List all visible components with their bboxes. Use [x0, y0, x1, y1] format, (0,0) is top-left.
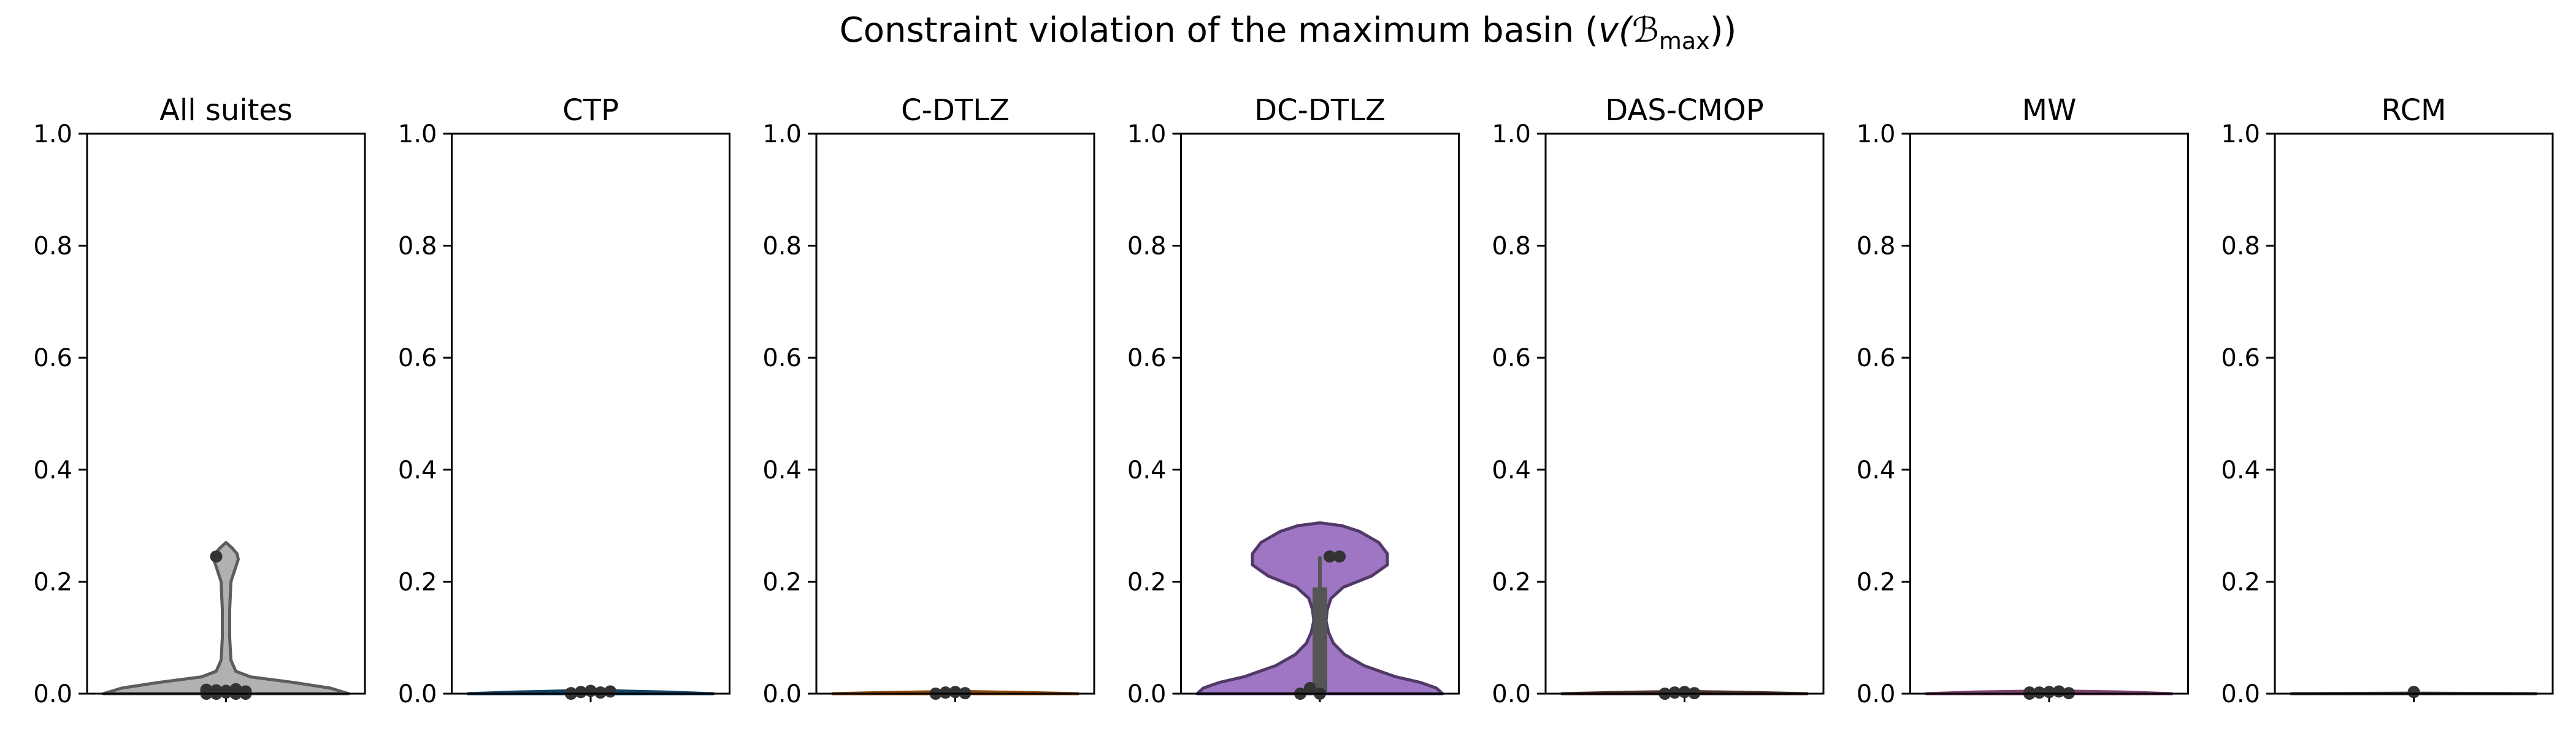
- y-tick-label: 0.2: [398, 568, 437, 596]
- y-tick-label: 0.0: [1127, 680, 1167, 708]
- panel-title: RCM: [2382, 93, 2447, 128]
- y-tick-label: 0.2: [1857, 568, 1896, 596]
- data-point: [2033, 686, 2045, 699]
- y-tick-label: 0.0: [1857, 680, 1896, 708]
- y-tick-label: 1.0: [1857, 120, 1896, 148]
- y-tick-label: 0.8: [1492, 232, 1531, 261]
- data-point: [1304, 681, 1316, 694]
- data-point: [2043, 686, 2055, 699]
- y-tick-label: 0.2: [1127, 568, 1167, 596]
- y-tick-label: 0.4: [2221, 456, 2260, 485]
- y-tick-label: 1.0: [2221, 120, 2260, 148]
- data-point: [1668, 686, 1681, 699]
- data-point: [2023, 686, 2036, 699]
- panel-frame: [451, 132, 730, 695]
- panel-3: DC-DTLZ 0.0 0.2 0.4 0.6 0.8 1.0: [1127, 93, 1460, 708]
- panel-5: MW 0.0 0.2 0.4 0.6 0.8 1.0: [1857, 93, 2189, 708]
- y-tick-label: 0.0: [33, 680, 72, 708]
- y-tick-label: 0.8: [2221, 232, 2260, 261]
- y-tick-label: 0.6: [762, 344, 802, 372]
- y-tick-label: 1.0: [762, 120, 802, 148]
- data-point: [210, 550, 223, 563]
- y-tick-label: 0.0: [2221, 680, 2260, 708]
- y-tick-label: 1.0: [1492, 120, 1531, 148]
- y-tick-label: 0.2: [2221, 568, 2260, 596]
- data-point: [220, 686, 232, 699]
- data-point: [239, 685, 252, 698]
- y-tick-label: 0.6: [2221, 344, 2260, 372]
- panel-frame: [86, 132, 366, 695]
- y-tick-label: 0.0: [398, 680, 437, 708]
- panel-frame: [1909, 132, 2189, 695]
- y-tick-label: 0.8: [1127, 232, 1167, 261]
- y-tick-label: 0.4: [33, 456, 72, 485]
- y-tick-label: 0.4: [398, 456, 437, 485]
- data-point: [594, 686, 607, 699]
- panel-1: CTP 0.0 0.2 0.4 0.6 0.8 1.0: [398, 93, 730, 708]
- y-tick-label: 0.6: [1127, 344, 1167, 372]
- y-tick-label: 1.0: [33, 120, 72, 148]
- panel-title: CTP: [562, 93, 619, 128]
- y-tick-label: 1.0: [1127, 120, 1167, 148]
- panel-title: DAS-CMOP: [1605, 93, 1763, 128]
- panel-frame: [1180, 132, 1460, 695]
- y-tick-label: 0.4: [1127, 456, 1167, 485]
- y-tick-label: 0.8: [398, 232, 437, 261]
- data-point: [575, 686, 587, 699]
- y-tick-label: 0.8: [762, 232, 802, 261]
- violin-body: [102, 541, 350, 696]
- y-tick-label: 0.0: [762, 680, 802, 708]
- panel-title: DC-DTLZ: [1254, 93, 1386, 128]
- figure-title: Constraint violation of the maximum basi…: [840, 10, 1737, 55]
- data-point: [604, 685, 616, 698]
- y-tick-label: 0.6: [1492, 344, 1531, 372]
- panel-title: MW: [2022, 93, 2077, 128]
- panel-frame: [2274, 132, 2554, 695]
- violin-box: [1313, 587, 1327, 694]
- panel-frame: [1544, 132, 1825, 695]
- panel-2: C-DTLZ 0.0 0.2 0.4 0.6 0.8 1.0: [762, 93, 1095, 708]
- y-tick-label: 0.4: [762, 456, 802, 485]
- y-tick-label: 0.0: [1492, 680, 1531, 708]
- y-tick-label: 0.4: [1492, 456, 1531, 485]
- data-point: [1678, 686, 1691, 699]
- data-point: [1333, 550, 1346, 563]
- y-tick-label: 0.6: [1857, 344, 1896, 372]
- panel-title: C-DTLZ: [901, 93, 1010, 128]
- panel-0: All suites 0.0 0.2 0.4 0.6 0.8 1.0: [33, 93, 366, 708]
- data-point: [949, 686, 962, 699]
- y-tick-label: 0.8: [33, 232, 72, 261]
- panel-frame: [815, 132, 1095, 695]
- panel-6: RCM 0.0 0.2 0.4 0.6 0.8 1.0: [2221, 93, 2554, 708]
- data-point: [1324, 550, 1336, 563]
- y-tick-label: 1.0: [398, 120, 437, 148]
- panel-4: DAS-CMOP 0.0 0.2 0.4 0.6 0.8 1.0: [1492, 93, 1825, 708]
- y-tick-label: 0.8: [1857, 232, 1896, 261]
- panel-title: All suites: [159, 93, 293, 128]
- y-tick-label: 0.4: [1857, 456, 1896, 485]
- data-point: [939, 686, 952, 699]
- data-point: [2407, 686, 2420, 699]
- y-tick-label: 0.2: [1492, 568, 1531, 596]
- y-tick-label: 0.2: [762, 568, 802, 596]
- y-tick-label: 0.6: [398, 344, 437, 372]
- y-tick-label: 0.2: [33, 568, 72, 596]
- y-tick-label: 0.6: [33, 344, 72, 372]
